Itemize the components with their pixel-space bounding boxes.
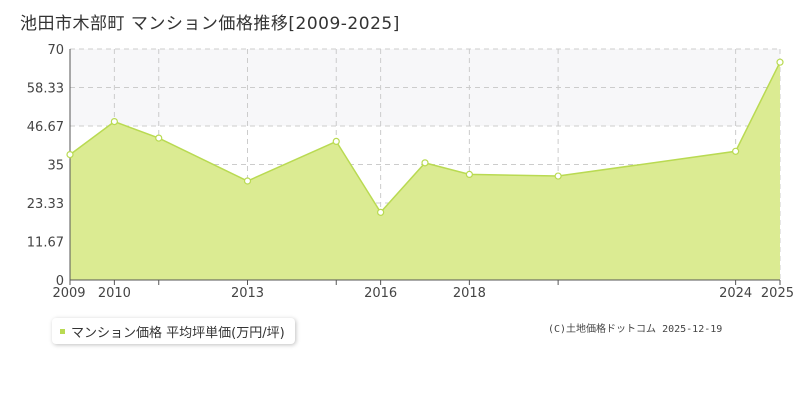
- y-tick-label: 11.67: [27, 235, 64, 250]
- chart-title: 池田市木部町 マンション価格推移[2009-2025]: [20, 14, 400, 34]
- data-point: [776, 58, 784, 66]
- data-point: [155, 134, 163, 142]
- data-point: [554, 172, 562, 180]
- data-point: [465, 170, 473, 178]
- data-point: [332, 137, 340, 145]
- x-tick-label: 2018: [453, 286, 486, 301]
- series-area: [70, 62, 780, 281]
- x-tick-label: 2010: [98, 286, 131, 301]
- x-tick-labels: 2009 2010 2013 2016 2018 2024 2025: [52, 286, 794, 301]
- copyright: (C)土地価格ドットコム 2025-12-19: [548, 324, 723, 335]
- x-tick-label: 2024: [719, 286, 752, 301]
- y-tick-labels: 0 11.67 23.33 35 46.67 58.33 70: [27, 43, 64, 289]
- data-point: [110, 117, 118, 126]
- y-tick-label: 58.33: [27, 82, 64, 97]
- x-tick-label: 2025: [761, 286, 794, 301]
- data-point: [732, 147, 740, 155]
- data-point: [243, 177, 252, 185]
- x-tick-label: 2016: [364, 286, 397, 301]
- x-tick-label: 2009: [52, 286, 85, 301]
- y-tick-label: 23.33: [27, 197, 64, 212]
- y-tick-label: 0: [56, 274, 64, 289]
- data-point: [421, 159, 429, 167]
- y-tick-label: 46.67: [27, 120, 64, 135]
- legend-label: マンション価格 平均坪単価(万円/坪): [71, 325, 285, 341]
- legend: マンション価格 平均坪単価(万円/坪): [52, 318, 295, 344]
- data-point: [377, 208, 385, 216]
- point-layer: [66, 58, 784, 216]
- y-tick-label: 35: [47, 159, 64, 174]
- legend-swatch: [60, 328, 65, 334]
- axis-layer: [69, 49, 781, 285]
- x-tick-label: 2013: [231, 286, 264, 301]
- data-point: [66, 151, 74, 159]
- y-tick-label: 70: [47, 43, 64, 58]
